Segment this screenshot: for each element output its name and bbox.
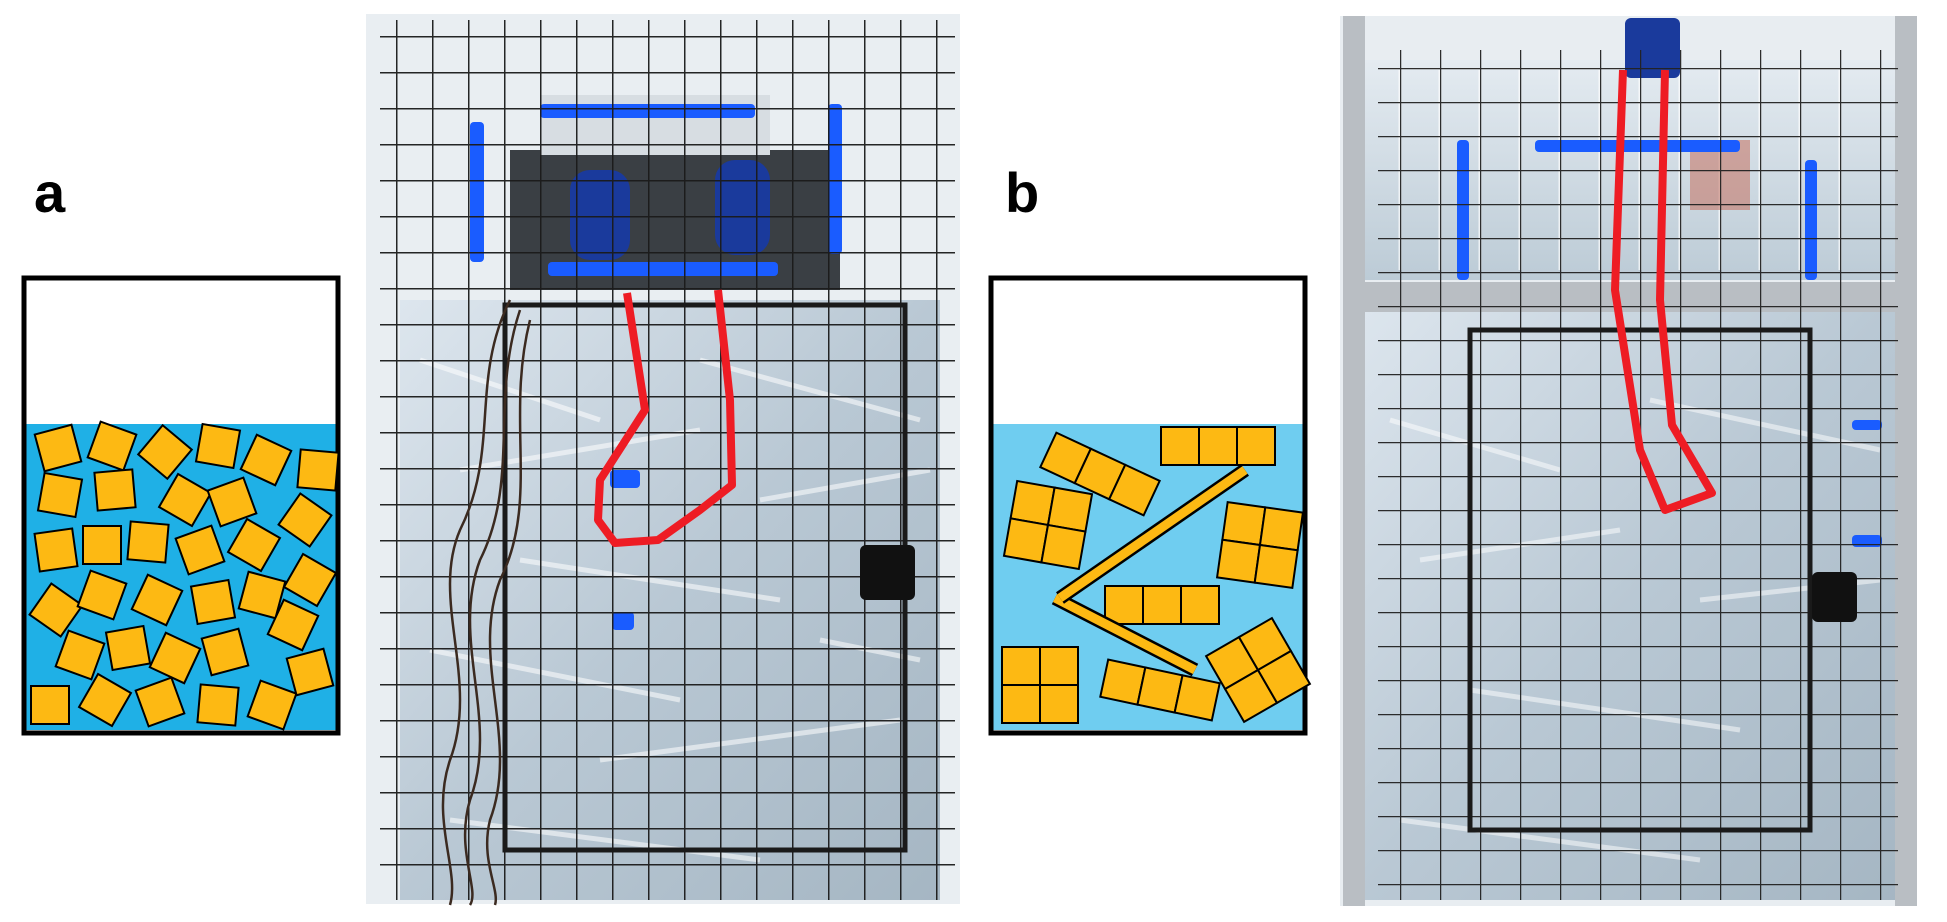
- particle-square: [33, 527, 79, 573]
- particle-square: [285, 647, 335, 697]
- particle-square: [130, 573, 184, 627]
- container-b-particles: [1001, 426, 1312, 724]
- particle-cluster-square: [1009, 479, 1056, 527]
- particle-cluster-square: [1160, 426, 1200, 466]
- particle-square: [296, 448, 340, 492]
- probe-outline-b: [1611, 69, 1716, 514]
- particle-cluster-square: [1002, 517, 1050, 564]
- particle-cluster-square: [1001, 646, 1041, 686]
- particle-square: [266, 598, 320, 652]
- particle-square: [126, 520, 170, 564]
- particle-cluster-square: [1221, 500, 1267, 547]
- photo-a: [366, 14, 960, 906]
- particle-square: [239, 433, 293, 487]
- particle-cluster-square: [1180, 585, 1220, 625]
- particle-rod: [1057, 466, 1248, 602]
- particle-rod: [1052, 593, 1198, 675]
- container-a-particles: [28, 420, 340, 731]
- particle-square: [226, 517, 282, 573]
- panel-letter-b: b: [1005, 161, 1040, 224]
- container-b-outline: [988, 275, 1308, 736]
- particle-cluster-square: [1104, 585, 1144, 625]
- particle-square: [206, 476, 258, 528]
- container-a-diagram: [21, 275, 341, 736]
- particle-square: [194, 422, 242, 470]
- particle-square: [237, 570, 287, 620]
- particle-square: [246, 679, 298, 731]
- particle-square: [28, 582, 84, 638]
- wire-cage-a: [380, 20, 955, 900]
- particle-cluster-square: [1039, 646, 1079, 686]
- particle-square: [148, 631, 202, 685]
- particle-square: [189, 578, 237, 626]
- cage-latch-a: [860, 545, 915, 600]
- cage-latch-b: [1812, 572, 1857, 622]
- photo-b: [1340, 16, 1917, 906]
- particle-cluster-square: [1198, 426, 1238, 466]
- particle-square: [36, 471, 84, 519]
- particle-cluster-square: [1253, 543, 1299, 590]
- particle-cluster-square: [1258, 506, 1305, 552]
- particle-cluster-square: [1215, 538, 1262, 584]
- particle-square: [30, 685, 70, 725]
- particle-square: [93, 468, 137, 512]
- particle-square: [33, 423, 83, 473]
- particle-square: [54, 629, 106, 681]
- particle-square: [76, 569, 128, 621]
- particle-cluster-square: [1236, 426, 1276, 466]
- particle-square: [134, 676, 186, 728]
- particle-square: [104, 624, 152, 672]
- particle-cluster-square: [1001, 684, 1041, 724]
- particle-square: [86, 420, 138, 472]
- particle-square: [157, 472, 213, 528]
- particle-square: [174, 524, 226, 576]
- particle-cluster-square: [1142, 585, 1182, 625]
- particle-square: [200, 627, 250, 677]
- particle-square: [77, 672, 133, 728]
- particle-cluster-square: [1046, 486, 1094, 533]
- wire-cage-b: [1378, 50, 1898, 900]
- particle-cluster-square: [1107, 463, 1162, 517]
- particle-cluster-square: [1039, 684, 1079, 724]
- container-a-outline: [21, 275, 341, 736]
- particle-cluster-square: [1256, 649, 1312, 705]
- particle-square: [82, 525, 122, 565]
- panel-letter-a: a: [34, 161, 66, 224]
- particle-square: [196, 683, 240, 727]
- particle-cluster-square: [1040, 523, 1087, 571]
- sensor-wires: [441, 299, 532, 906]
- particle-square: [136, 423, 194, 481]
- particle-cluster-square: [1173, 674, 1221, 722]
- particle-square: [282, 552, 338, 608]
- particle-square: [277, 492, 333, 548]
- probe-outline-a: [594, 289, 736, 547]
- container-b-diagram: [988, 275, 1312, 736]
